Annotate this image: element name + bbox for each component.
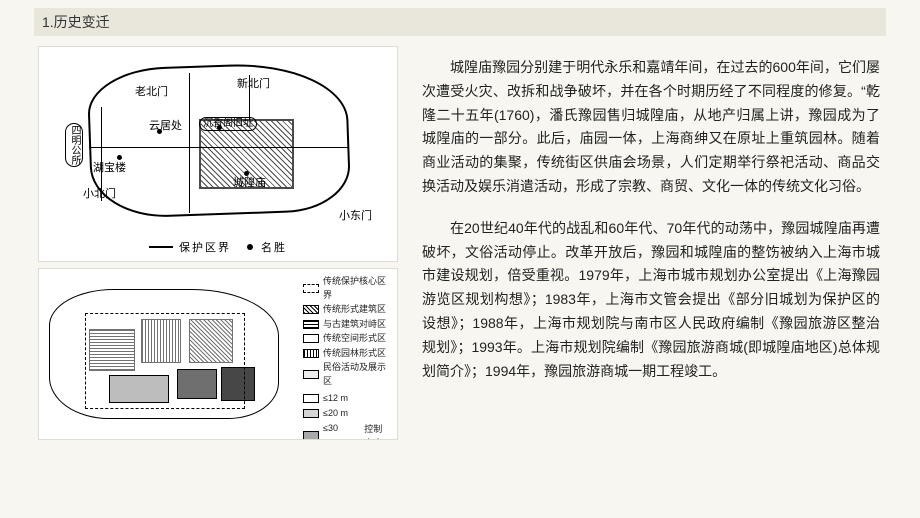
historic-boundary-map: 老北门 新北门 四明公所 湖宝楼 小北门 云居处 城隍庙 沉香阁旧址 小东门 保… xyxy=(38,46,398,262)
map2-legend-row: 传统形式建筑区 xyxy=(303,303,389,317)
zoning-height-map: 传统保护核心区界 传统形式建筑区 与古建筑对峙区 传统空间形式区 传统园林形式区… xyxy=(38,268,398,440)
map1-label-laobeimen: 老北门 xyxy=(135,83,168,99)
map1-road xyxy=(89,147,349,148)
map2-swatch-icon xyxy=(303,409,319,418)
map2-legend-heights: ≤12 m ≤20 m ≤30 m控制高度 ≤45 m ≤60 m xyxy=(303,392,389,440)
map2-legend-label: ≤30 m xyxy=(323,422,340,440)
map2-legend: 传统保护核心区界 传统形式建筑区 与古建筑对峙区 传统空间形式区 传统园林形式区… xyxy=(303,275,389,440)
map2-swatch-icon xyxy=(303,370,319,379)
paragraph-1: 城隍庙豫园分别建于明代永乐和嘉靖年间，在过去的600年间，它们屡次遭受火灾、改拆… xyxy=(422,56,880,199)
map2-swatch-icon xyxy=(303,305,319,314)
text-column: 城隍庙豫园分别建于明代永乐和嘉靖年间，在过去的600年间，它们屡次遭受火灾、改拆… xyxy=(422,46,886,446)
map2-swatch-icon xyxy=(303,320,319,329)
map2-legend-row: ≤20 m xyxy=(303,407,389,421)
map2-legend-row: ≤30 m 控制高度 xyxy=(303,421,389,440)
page-root: 1.历史变迁 老北门 新北门 四明公所 xyxy=(0,0,920,518)
map2-swatch-icon xyxy=(303,431,319,440)
map2-legend-row: 传统空间形式区 xyxy=(303,332,389,346)
map2-legend-label: ≤20 m xyxy=(323,407,348,421)
map1-label-xiaodongmen: 小东门 xyxy=(339,207,372,223)
map2-legend-row: 民俗活动及展示区 xyxy=(303,361,389,388)
map2-legend-label: 传统园林形式区 xyxy=(323,347,386,361)
map1-road xyxy=(189,73,190,213)
map1-label-chenxianggejiu: 沉香阁旧址 xyxy=(199,117,257,131)
map2-legend-label: 传统空间形式区 xyxy=(323,332,386,346)
map2-swatch-icon xyxy=(303,284,319,293)
map1-legend-boundary-label: 保护区界 xyxy=(179,239,231,255)
map2-swatch-icon xyxy=(303,334,319,343)
figures-column: 老北门 新北门 四明公所 湖宝楼 小北门 云居处 城隍庙 沉香阁旧址 小东门 保… xyxy=(34,46,394,446)
map1-label-chenghuangmiao: 城隍庙 xyxy=(233,174,266,190)
map1-label-hubaolou: 湖宝楼 xyxy=(93,159,126,175)
map2-legend-row: ≤12 m xyxy=(303,392,389,406)
map1-label-yunjuchu: 云居处 xyxy=(149,117,182,133)
content-row: 老北门 新北门 四明公所 湖宝楼 小北门 云居处 城隍庙 沉香阁旧址 小东门 保… xyxy=(34,46,886,446)
map2-legend-label: 民俗活动及展示区 xyxy=(323,361,389,388)
section-title: 1.历史变迁 xyxy=(42,14,110,30)
map2-core-outline xyxy=(85,313,245,409)
map2-area xyxy=(49,279,299,431)
map2-swatch-icon xyxy=(303,349,319,358)
map2-legend-row: 传统园林形式区 xyxy=(303,347,389,361)
map1-legend-spot-label: 名胜 xyxy=(261,239,287,255)
paragraph-2: 在20世纪40年代的战乱和60年代、70年代的动荡中，豫园城隍庙再遭破坏，文俗活… xyxy=(422,217,880,384)
map1-legend: 保护区界 名胜 xyxy=(149,239,287,255)
section-title-bar: 1.历史变迁 xyxy=(34,8,886,36)
map2-legend-label: 传统保护核心区界 xyxy=(323,275,389,302)
map1-label-xinbeimen: 新北门 xyxy=(237,75,270,91)
map2-legend-label: ≤12 m xyxy=(323,392,348,406)
map1-legend-spot-icon xyxy=(247,244,253,250)
map2-legend-heights-title: 控制高度 xyxy=(364,423,389,440)
map2-legend-label: 与古建筑对峙区 xyxy=(323,318,386,332)
map1-legend-boundary-icon xyxy=(149,246,173,248)
map2-legend-row: 与古建筑对峙区 xyxy=(303,318,389,332)
map1-label-xiaobeimen: 小北门 xyxy=(83,185,116,201)
map2-swatch-icon xyxy=(303,394,319,403)
map1-label-simgongsuo: 四明公所 xyxy=(65,123,83,167)
map2-legend-label: 传统形式建筑区 xyxy=(323,303,386,317)
map2-legend-row: 传统保护核心区界 xyxy=(303,275,389,302)
